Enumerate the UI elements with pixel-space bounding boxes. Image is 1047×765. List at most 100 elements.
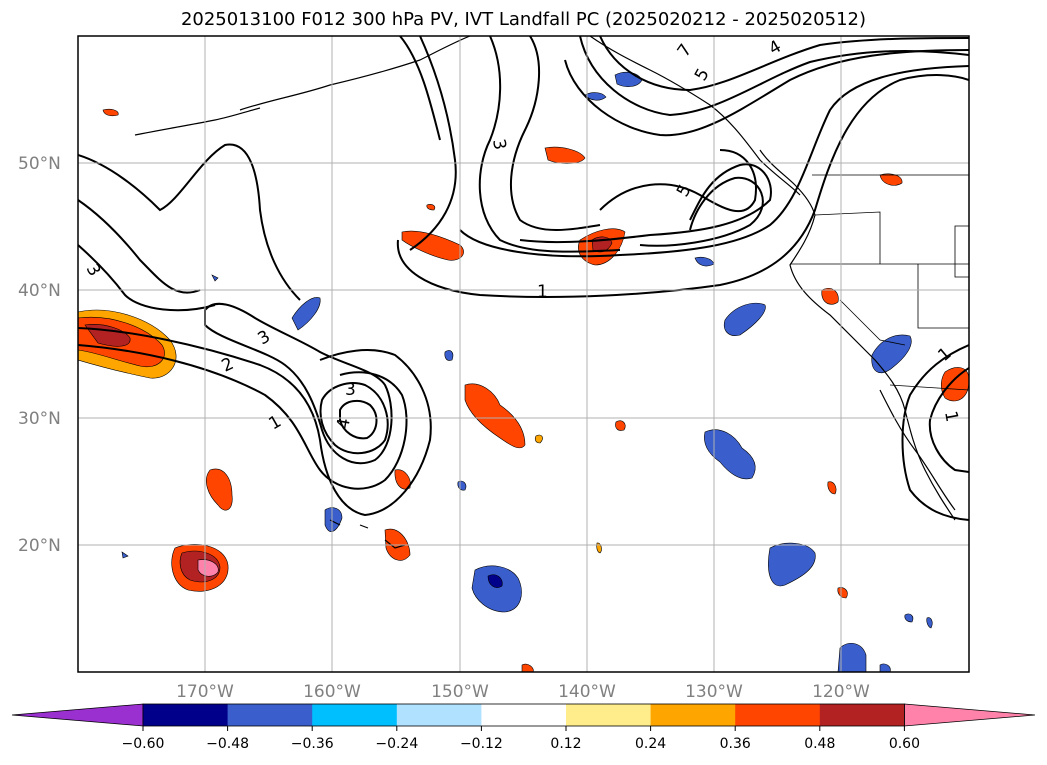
lon-label-170w: 170°W: [176, 682, 234, 702]
colorbar-tick-label: −0.60: [122, 736, 165, 752]
colorbar-tick-label: −0.12: [460, 736, 503, 752]
contour-line: [339, 399, 378, 440]
lat-label-20n: 20°N: [18, 536, 61, 556]
political-borders: [790, 174, 969, 391]
colorbar-tick-label: 0.36: [720, 736, 751, 752]
contour-line: [639, 176, 764, 247]
colorbar-ticks: −0.60 −0.48 −0.36 −0.24 −0.12 0.12 0.24 0.36 0.4…: [122, 726, 920, 752]
colorbar-extend-min: [11, 703, 144, 727]
contour-line: [396, 74, 969, 298]
anomaly-blob: [521, 663, 534, 672]
anomaly-blob: [904, 613, 914, 623]
anomaly-blob: [102, 108, 119, 117]
coastlines: [134, 36, 956, 549]
contour-line: [204, 302, 393, 465]
contour-line: [78, 199, 201, 294]
colorbar-tick-label: 0.12: [550, 736, 581, 752]
colorbar-segment: [819, 704, 905, 726]
anomaly-blob: [827, 481, 837, 495]
colorbar-segment: [396, 704, 482, 726]
lon-label-120w: 120°W: [812, 682, 870, 702]
latitude-labels: 50°N 40°N 30°N 20°N: [18, 154, 61, 556]
contour-line: [599, 149, 757, 213]
contour-line: [78, 244, 216, 312]
colorbar-segment: [566, 704, 652, 726]
anomaly-blob: [394, 469, 411, 490]
colorbar-segment: [481, 704, 567, 726]
contour-label: 1: [537, 282, 548, 302]
pv-contours: [78, 36, 969, 521]
colorbar-segment: [650, 704, 736, 726]
us-west-coast: [789, 214, 956, 521]
contour-line: [478, 36, 621, 253]
anomaly-blob: [471, 565, 522, 613]
anomaly-blob: [534, 434, 543, 444]
anomaly-blob: [940, 367, 969, 402]
colorbar-segment: [227, 704, 313, 726]
aleutian-islands: [134, 107, 261, 136]
anomaly-blob: [704, 429, 756, 480]
anomaly-blob: [837, 642, 867, 672]
map-area: 1 2 3 3 4 3 3 5 5 4 7 1 1 1: [78, 36, 969, 672]
anomaly-blob: [723, 302, 766, 336]
anomaly-blob: [197, 559, 219, 577]
contour-line: [928, 367, 969, 473]
anomaly-blob: [206, 468, 233, 511]
contour-label: 4: [333, 417, 355, 431]
contour-line: [78, 344, 408, 490]
gridlines: [78, 36, 969, 672]
anomaly-blob: [584, 92, 607, 101]
anomaly-blob: [121, 551, 129, 559]
lat-label-50n: 50°N: [18, 154, 61, 174]
anomaly-blob: [821, 288, 839, 305]
colorbar-extend-max: [904, 703, 1036, 727]
colorbar-tick-label: 0.60: [889, 736, 920, 752]
contour-line: [459, 65, 969, 258]
anomaly-blob: [544, 146, 586, 164]
contour-line: [579, 36, 969, 117]
lon-label-150w: 150°W: [431, 682, 489, 702]
alaska-coast: [239, 36, 471, 111]
contour-label: 3: [345, 380, 356, 400]
anomaly-blob: [879, 173, 903, 186]
alaska-panhandle: [589, 36, 801, 196]
anomaly-blob: [401, 230, 464, 261]
contour-line: [78, 327, 432, 517]
contour-line: [409, 36, 457, 251]
anomaly-blob: [444, 350, 454, 361]
contour-line: [564, 49, 969, 137]
map-frame: [77, 35, 970, 673]
anomaly-blob: [879, 663, 891, 672]
contour-line: [78, 143, 301, 301]
colorbar-segment: [143, 704, 229, 726]
map-title: 2025013100 F012 300 hPa PV, IVT Landfall…: [180, 9, 867, 30]
contour-line: [319, 382, 389, 455]
anomaly-blob: [291, 297, 321, 331]
anomaly-blob: [615, 420, 626, 431]
lon-label-130w: 130°W: [685, 682, 743, 702]
colorbar-segment: [735, 704, 821, 726]
colorbar-tick-label: −0.48: [206, 736, 249, 752]
colorbar: [11, 703, 1036, 727]
lat-label-30n: 30°N: [18, 409, 61, 429]
anomaly-blob: [211, 274, 219, 282]
contour-line: [509, 36, 601, 231]
colorbar-tick-label: −0.24: [375, 736, 418, 752]
anomaly-blob: [837, 587, 848, 599]
contour-line: [599, 36, 969, 92]
lon-label-140w: 140°W: [558, 682, 616, 702]
anomaly-blob: [487, 574, 503, 588]
anomaly-blob: [464, 383, 526, 449]
contour-line: [399, 36, 441, 141]
bc-coast: [759, 149, 816, 216]
contour-label: 1: [940, 409, 962, 423]
baja-coast: [879, 389, 956, 511]
colorbar-frame: [142, 703, 905, 727]
colorbar-segment: [312, 704, 398, 726]
lat-label-40n: 40°N: [18, 281, 61, 301]
colorbar-tick-label: 0.24: [635, 736, 666, 752]
colorbar-tick-label: 0.48: [804, 736, 835, 752]
anomaly-blob: [926, 617, 933, 629]
longitude-labels: 170°W 160°W 150°W 140°W 130°W 120°W: [176, 682, 870, 702]
